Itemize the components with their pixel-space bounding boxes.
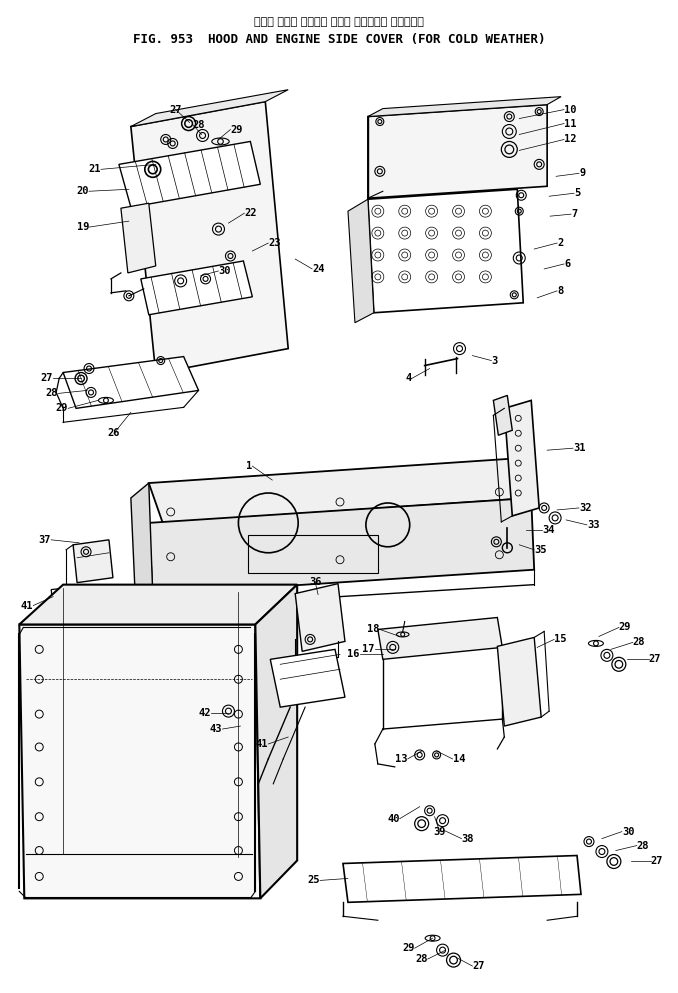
- Polygon shape: [295, 584, 345, 651]
- Text: 27: 27: [473, 961, 485, 971]
- Text: 39: 39: [433, 826, 446, 837]
- Text: 29: 29: [56, 403, 68, 413]
- Text: 24: 24: [312, 264, 325, 274]
- Text: 23: 23: [268, 238, 281, 248]
- Text: 37: 37: [39, 535, 51, 545]
- Polygon shape: [51, 587, 79, 618]
- Text: 4: 4: [405, 373, 412, 383]
- Text: 6: 6: [564, 259, 570, 269]
- Text: 29: 29: [402, 943, 415, 953]
- Polygon shape: [498, 638, 541, 726]
- Polygon shape: [73, 540, 113, 583]
- Text: 41: 41: [256, 739, 268, 749]
- Text: 8: 8: [557, 286, 563, 296]
- Polygon shape: [63, 356, 199, 408]
- Text: 13: 13: [395, 754, 407, 764]
- Text: 27: 27: [41, 373, 53, 383]
- Text: 28: 28: [637, 840, 650, 851]
- Text: 28: 28: [633, 638, 645, 647]
- Text: 18: 18: [367, 625, 380, 635]
- Text: 27: 27: [649, 654, 661, 664]
- Text: 36: 36: [309, 577, 321, 587]
- Polygon shape: [348, 200, 374, 323]
- Text: 21: 21: [89, 165, 101, 175]
- Polygon shape: [131, 89, 288, 126]
- Polygon shape: [148, 498, 534, 595]
- Text: FIG. 953  HOOD AND ENGINE SIDE COVER (FOR COLD WEATHER): FIG. 953 HOOD AND ENGINE SIDE COVER (FOR…: [133, 34, 545, 47]
- Polygon shape: [148, 458, 531, 523]
- Polygon shape: [343, 856, 581, 903]
- Text: 42: 42: [198, 708, 211, 718]
- Polygon shape: [131, 101, 288, 373]
- Polygon shape: [119, 141, 260, 208]
- Text: 27: 27: [170, 104, 182, 114]
- Text: 9: 9: [579, 169, 585, 179]
- Text: 32: 32: [579, 502, 591, 513]
- Polygon shape: [368, 104, 547, 199]
- Polygon shape: [494, 395, 513, 435]
- Polygon shape: [141, 261, 252, 315]
- Text: 28: 28: [415, 954, 428, 964]
- Text: 31: 31: [573, 443, 586, 453]
- Text: 15: 15: [554, 635, 567, 644]
- Text: 29: 29: [231, 124, 243, 134]
- Text: 40: 40: [387, 813, 400, 823]
- Text: フード および エンジン サイド カバー　　 寒冷地仕様: フード および エンジン サイド カバー 寒冷地仕様: [254, 17, 424, 27]
- Text: 22: 22: [244, 209, 257, 218]
- Text: 43: 43: [210, 724, 222, 734]
- Polygon shape: [19, 625, 260, 899]
- Text: 1: 1: [246, 461, 252, 471]
- Polygon shape: [368, 96, 561, 116]
- Text: 2: 2: [557, 238, 563, 248]
- Text: 5: 5: [574, 189, 580, 199]
- Text: 35: 35: [534, 545, 546, 555]
- Text: 29: 29: [619, 623, 631, 633]
- Polygon shape: [504, 400, 539, 516]
- Text: 11: 11: [564, 118, 576, 128]
- Text: 19: 19: [77, 222, 89, 232]
- Polygon shape: [131, 483, 153, 610]
- Polygon shape: [271, 649, 345, 707]
- Polygon shape: [378, 618, 502, 659]
- Text: 30: 30: [218, 266, 231, 276]
- Text: 28: 28: [45, 388, 58, 398]
- Text: 12: 12: [564, 134, 576, 144]
- Text: 25: 25: [308, 876, 320, 886]
- Polygon shape: [256, 585, 297, 899]
- Text: 41: 41: [21, 601, 33, 611]
- Polygon shape: [19, 585, 297, 625]
- Text: 10: 10: [564, 104, 576, 114]
- Text: 30: 30: [622, 826, 635, 837]
- Text: 28: 28: [193, 119, 205, 129]
- Text: 27: 27: [651, 856, 663, 866]
- Bar: [248, 535, 378, 573]
- Text: 16: 16: [347, 649, 360, 659]
- Text: 3: 3: [492, 355, 498, 365]
- Text: 38: 38: [462, 833, 474, 844]
- Text: 26: 26: [108, 428, 120, 438]
- Text: 20: 20: [77, 187, 89, 197]
- Text: 7: 7: [571, 210, 577, 219]
- Text: 17: 17: [362, 644, 375, 654]
- Polygon shape: [121, 204, 156, 273]
- Text: 33: 33: [587, 520, 599, 530]
- Polygon shape: [368, 190, 523, 313]
- Text: 34: 34: [542, 525, 555, 535]
- Text: 14: 14: [452, 754, 465, 764]
